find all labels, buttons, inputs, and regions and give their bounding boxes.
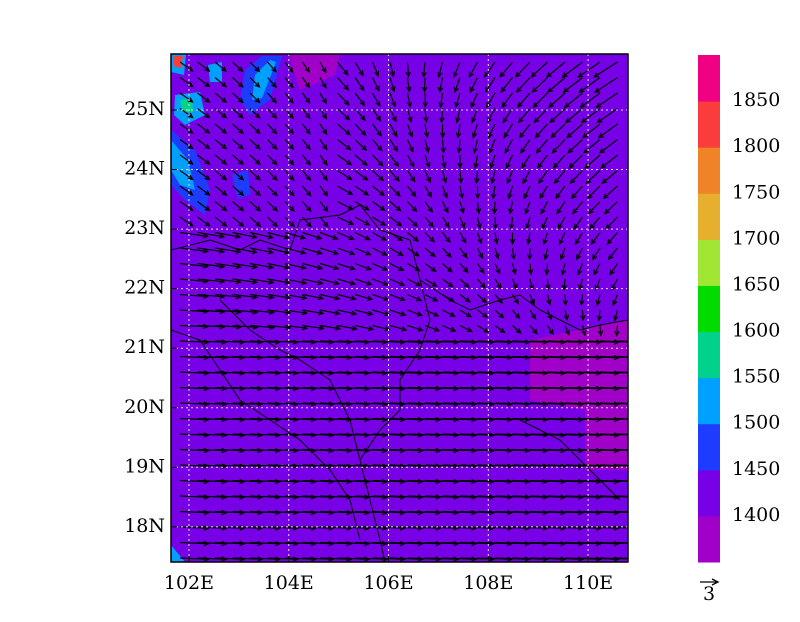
y-tick-label: 19N — [124, 455, 165, 477]
x-tick-label: 104E — [264, 572, 314, 594]
colorbar-segment — [698, 285, 720, 332]
wind-arrow-head — [650, 355, 655, 359]
colorbar-segment — [698, 101, 720, 148]
colorbar-label: 1450 — [732, 458, 780, 480]
y-tick-label: 18N — [124, 515, 165, 537]
y-tick-label: 20N — [124, 396, 165, 418]
y-tick-label: 25N — [124, 98, 165, 120]
wind-arrow-head — [650, 510, 655, 514]
colorbar-label: 1500 — [732, 412, 780, 434]
colorbar-segment — [698, 147, 720, 194]
wind-arrow-head — [632, 355, 637, 359]
wind-arrow-head — [650, 495, 655, 499]
wind-arrow-head — [632, 464, 637, 468]
colorbar-label: 1550 — [732, 366, 780, 388]
wind-arrow-head — [632, 386, 637, 390]
wind-arrow-head — [632, 433, 637, 437]
colorbar-label: 1750 — [732, 181, 780, 203]
colorbar-segment — [698, 424, 720, 471]
wind-arrow-head — [632, 448, 637, 452]
colorbar-segment — [698, 378, 720, 425]
wind-arrow-head — [650, 557, 655, 561]
colorbar-segment — [698, 332, 720, 379]
wind-arrow-head — [632, 510, 637, 514]
high-region — [208, 62, 222, 82]
vector-key: 3 — [700, 579, 718, 605]
wind-arrow-head — [632, 541, 637, 545]
colorbar-label: 1700 — [732, 227, 780, 249]
colorbar-segment — [698, 55, 720, 102]
colorbar-label: 1800 — [732, 135, 780, 157]
x-tick-label: 110E — [563, 572, 613, 594]
y-tick-label: 24N — [124, 158, 165, 180]
map-fill — [171, 54, 654, 562]
colorbar-segment — [698, 239, 720, 286]
colorbar-label: 1850 — [732, 89, 780, 111]
wind-arrow-head — [632, 340, 637, 344]
wind-arrow-head — [632, 479, 637, 483]
wind-arrow-head — [650, 464, 655, 468]
y-tick-label: 21N — [124, 336, 165, 358]
wind-arrow — [424, 78, 425, 92]
wind-arrow-head — [650, 386, 655, 390]
wind-arrow-head — [650, 526, 655, 530]
colorbar-label: 1600 — [732, 320, 780, 342]
wind-arrow-head — [650, 541, 655, 545]
wind-arrow-head — [632, 495, 637, 499]
x-tick-label: 106E — [363, 572, 413, 594]
y-tick-label: 23N — [124, 217, 165, 239]
wind-arrow-head — [632, 402, 637, 406]
colorbar-label: 1400 — [732, 504, 780, 526]
wind-arrow-head — [632, 371, 637, 375]
colorbar: 1400 1450 1500 1550 1600 1650 1700 1750 1800 1850 — [698, 55, 780, 563]
wind-arrow-head — [632, 526, 637, 530]
y-tick-label: 22N — [124, 277, 165, 299]
wind-arrow-head — [650, 479, 655, 483]
wind-arrow-head — [650, 340, 655, 344]
wind-arrow-head — [650, 433, 655, 437]
wind-arrow-head — [650, 371, 655, 375]
x-tick-label: 108E — [463, 572, 513, 594]
colorbar-segment — [698, 470, 720, 517]
wind-arrow-head — [650, 402, 655, 406]
key-label: 3 — [703, 583, 715, 605]
x-tick-label: 102E — [164, 572, 214, 594]
colorbar-segment — [698, 193, 720, 240]
wind-arrow-head — [632, 417, 637, 421]
wind-arrow-head — [632, 557, 637, 561]
colorbar-segment — [698, 516, 720, 563]
wind-arrow-head — [650, 448, 655, 452]
wind-arrow-head — [650, 417, 655, 421]
colorbar-label: 1650 — [732, 273, 780, 295]
